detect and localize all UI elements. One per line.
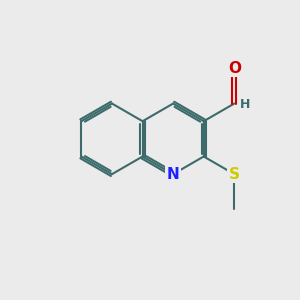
Text: O: O: [228, 61, 241, 76]
Text: N: N: [167, 167, 179, 182]
Text: S: S: [229, 167, 240, 182]
Text: H: H: [240, 98, 251, 111]
